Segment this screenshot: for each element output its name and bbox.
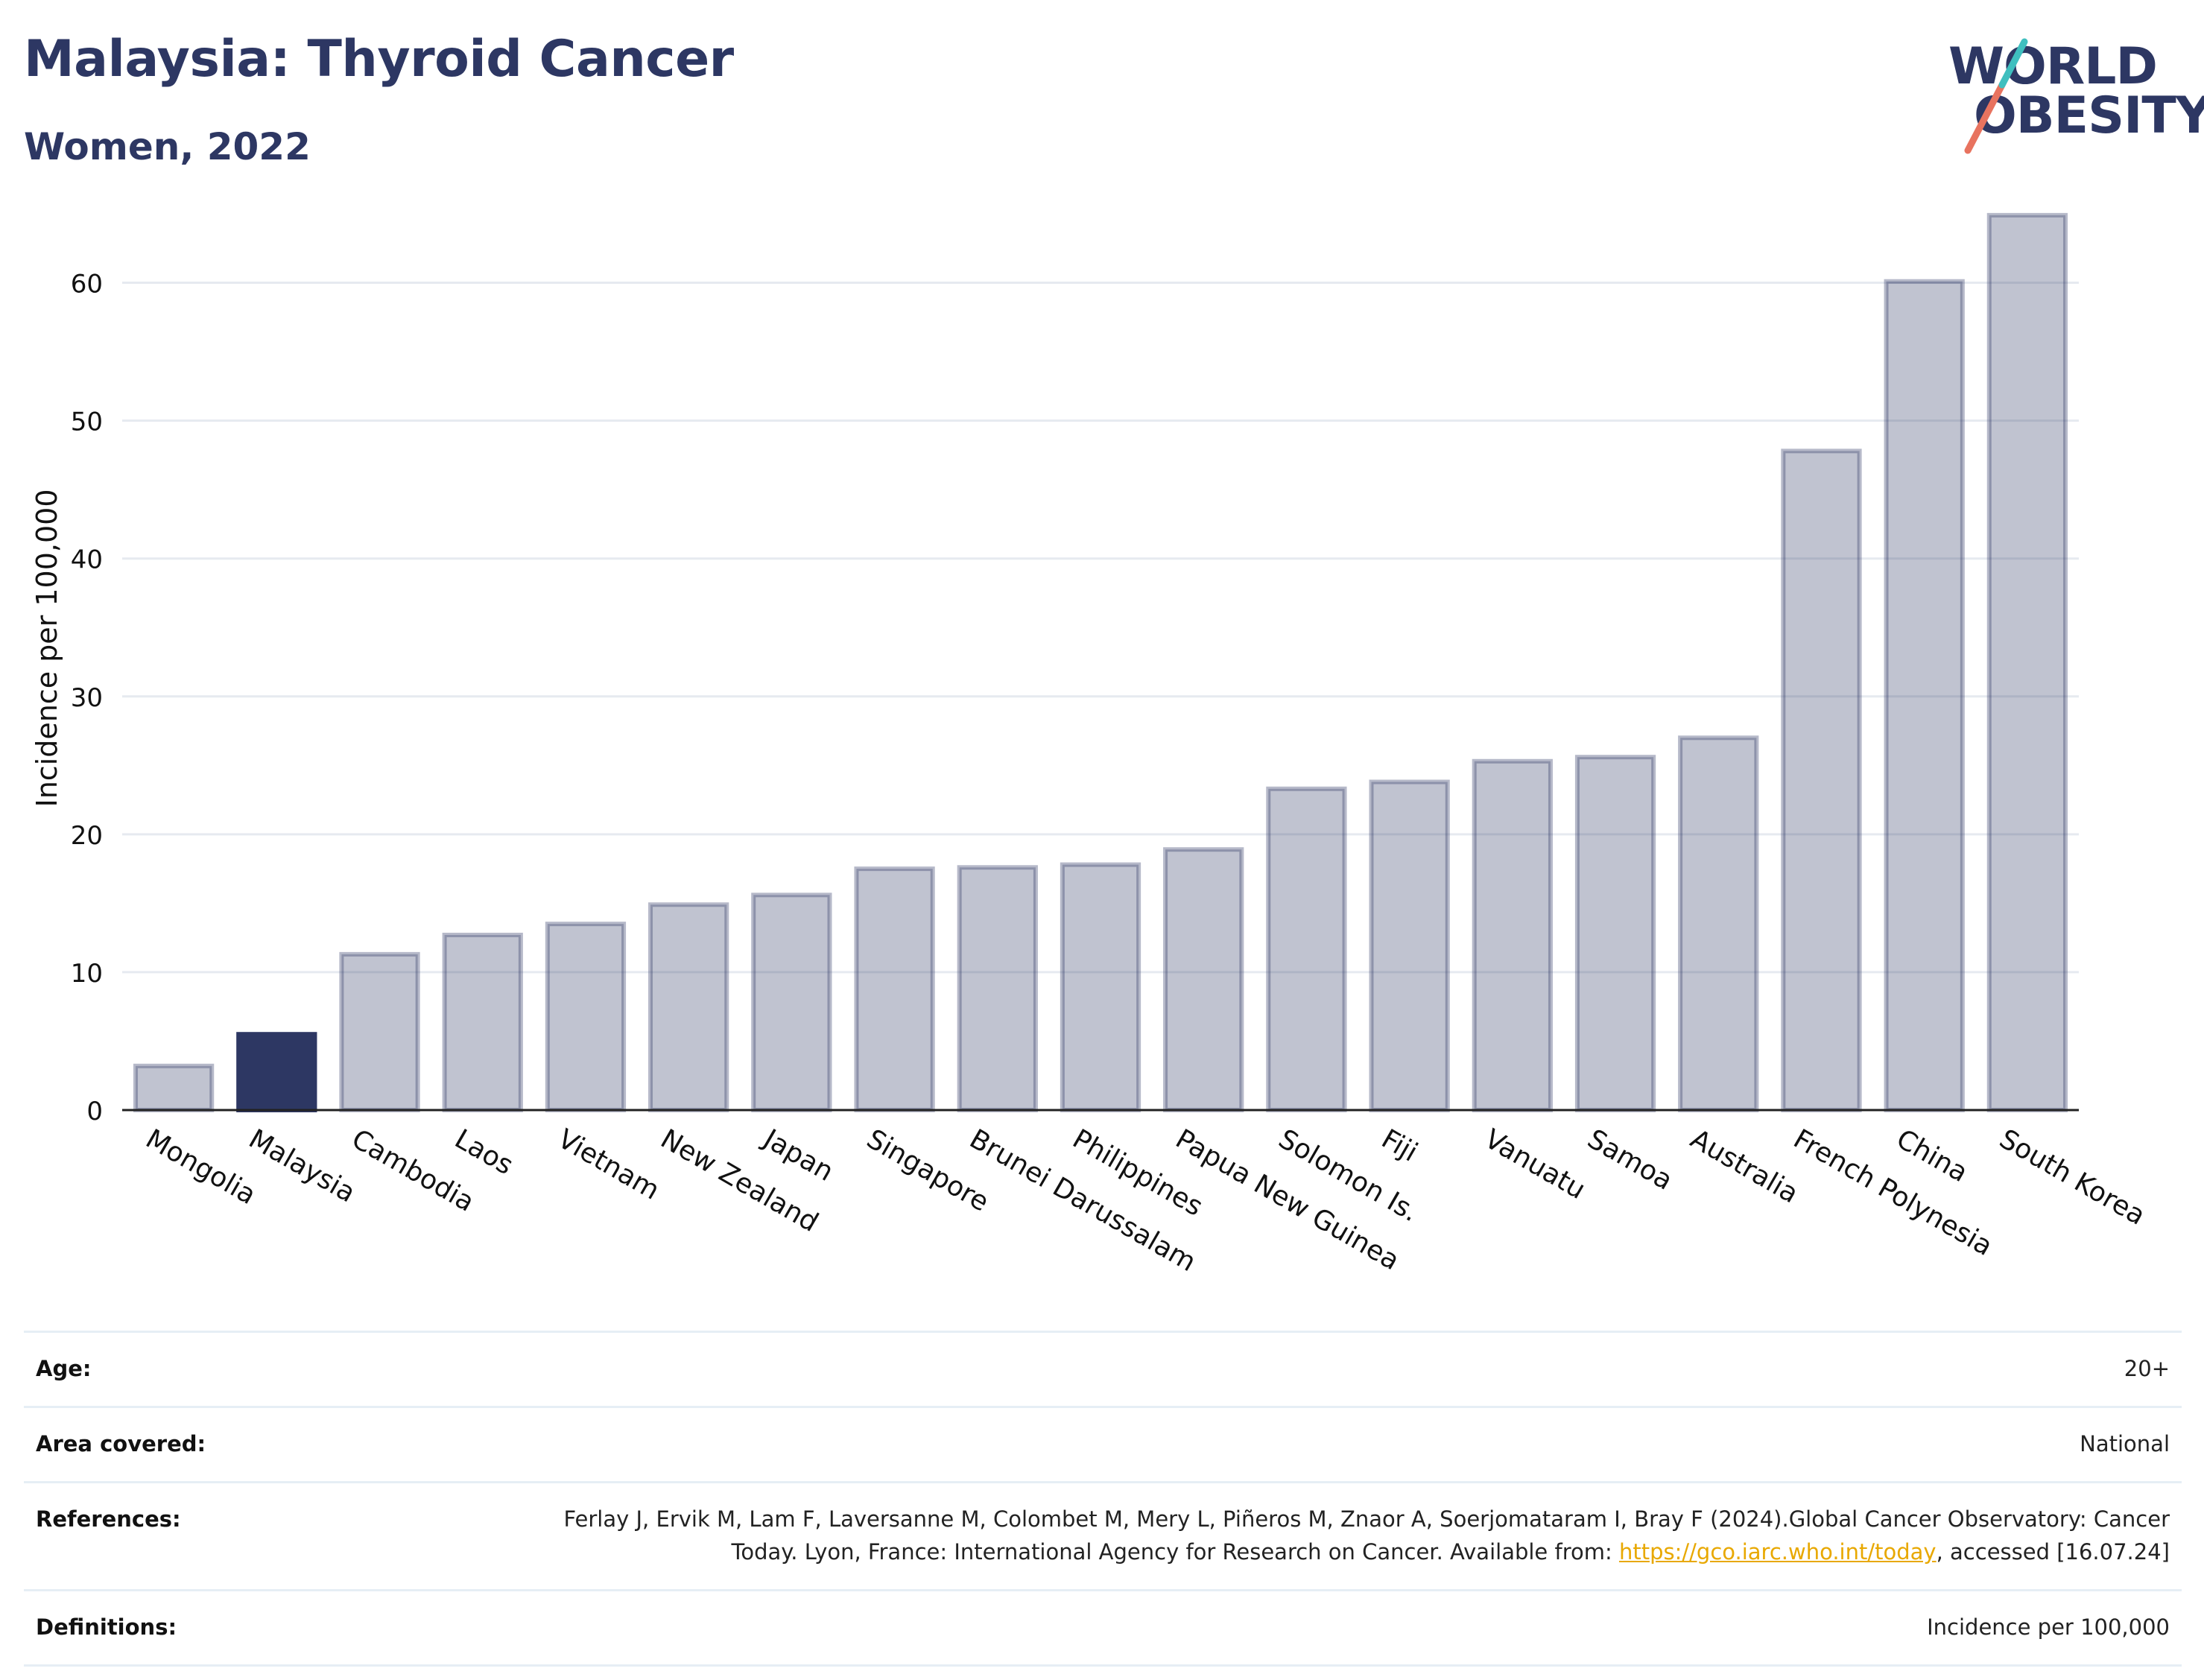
y-axis-title: Incidence per 100,000 [31, 489, 63, 807]
bar-new-zealand [648, 902, 729, 1113]
y-tick-label: 0 [86, 1097, 103, 1126]
bar-vanuatu [1472, 758, 1553, 1112]
area-label: Area covered: [36, 1431, 206, 1456]
logo-slash-icon [1964, 38, 2028, 154]
bar-mongolia [133, 1063, 215, 1113]
x-tick-label: Australia [1685, 1123, 1803, 1209]
world-obesity-logo: WORLD OBESITY [1948, 25, 2204, 159]
bar-brunei-darussalam [957, 865, 1038, 1113]
bar-laos [442, 932, 523, 1112]
references-link[interactable]: https://gco.iarc.who.int/today [1618, 1539, 1937, 1565]
area-value: National [2080, 1431, 2170, 1456]
bar-china [1884, 279, 1965, 1112]
chart-title: Malaysia: Thyroid Cancer [24, 30, 734, 89]
y-tick-label: 60 [71, 270, 103, 299]
bar-fiji [1369, 779, 1450, 1112]
bar-samoa [1574, 755, 1656, 1113]
age-label: Age: [36, 1356, 92, 1381]
x-tick-label: Vietnam [552, 1123, 664, 1206]
details-row-area: Area covered: National [24, 1408, 2182, 1483]
x-tick-label: Samoa [1583, 1123, 1678, 1196]
bar-japan [751, 893, 832, 1112]
x-tick-label: Japan [757, 1123, 838, 1188]
bar-chart: 0 10 20 30 40 50 60 Incidence per 100,000 Mongol… [31, 212, 2150, 1278]
x-tick-label: French Polynesia [1788, 1123, 1998, 1262]
x-tick-label: Vanuatu [1479, 1123, 1590, 1205]
details-row-age: Age: 20+ [24, 1333, 2182, 1408]
references-value: Ferlay J, Ervik M, Lam F, Laversanne M, … [545, 1503, 2170, 1568]
y-tick-label: 20 [71, 821, 103, 851]
y-tick-label: 10 [71, 959, 103, 989]
definitions-value: Incidence per 100,000 [1927, 1614, 2170, 1640]
references-text: Ferlay J, Ervik M, Lam F, Laversanne M, … [563, 1506, 2170, 1565]
x-tick-label: Laos [449, 1123, 518, 1181]
bar-singapore [854, 866, 935, 1112]
chart-subtitle: Women, 2022 [24, 125, 311, 168]
details-row-definitions: Definitions: Incidence per 100,000 [24, 1591, 2182, 1667]
y-tick-label: 50 [71, 408, 103, 437]
x-tick-label: China [1891, 1123, 1973, 1188]
bar-philippines [1060, 862, 1141, 1112]
bar-cambodia [339, 951, 420, 1113]
logo-line-2: OBESITY [1974, 86, 2204, 145]
details-row-references: References: Ferlay J, Ervik M, Lam F, La… [24, 1483, 2182, 1591]
definitions-label: Definitions: [36, 1614, 177, 1640]
x-tick-label: South Korea [1994, 1123, 2150, 1232]
x-tick-label: Fiji [1376, 1123, 1422, 1168]
logo-line-1: WORLD [1948, 37, 2158, 96]
bar-australia [1678, 735, 1759, 1113]
bar-malaysia [236, 1032, 317, 1113]
bar-papua-new-guinea [1163, 847, 1244, 1113]
y-tick-label: 30 [71, 683, 103, 713]
x-tick-label: Malaysia [244, 1123, 361, 1208]
bar-vietnam [545, 922, 627, 1112]
x-tick-label: Mongolia [141, 1123, 262, 1211]
y-tick-label: 40 [71, 545, 103, 575]
bar-solomon-is [1266, 786, 1347, 1112]
references-label: References: [36, 1506, 181, 1532]
details-table: Age: 20+ Area covered: National Referenc… [24, 1331, 2182, 1667]
bar-french-polynesia [1781, 448, 1862, 1113]
bar-south-korea [1986, 212, 2068, 1112]
age-value: 20+ [2124, 1356, 2170, 1381]
references-suffix: , accessed [16.07.24] [1936, 1539, 2170, 1565]
